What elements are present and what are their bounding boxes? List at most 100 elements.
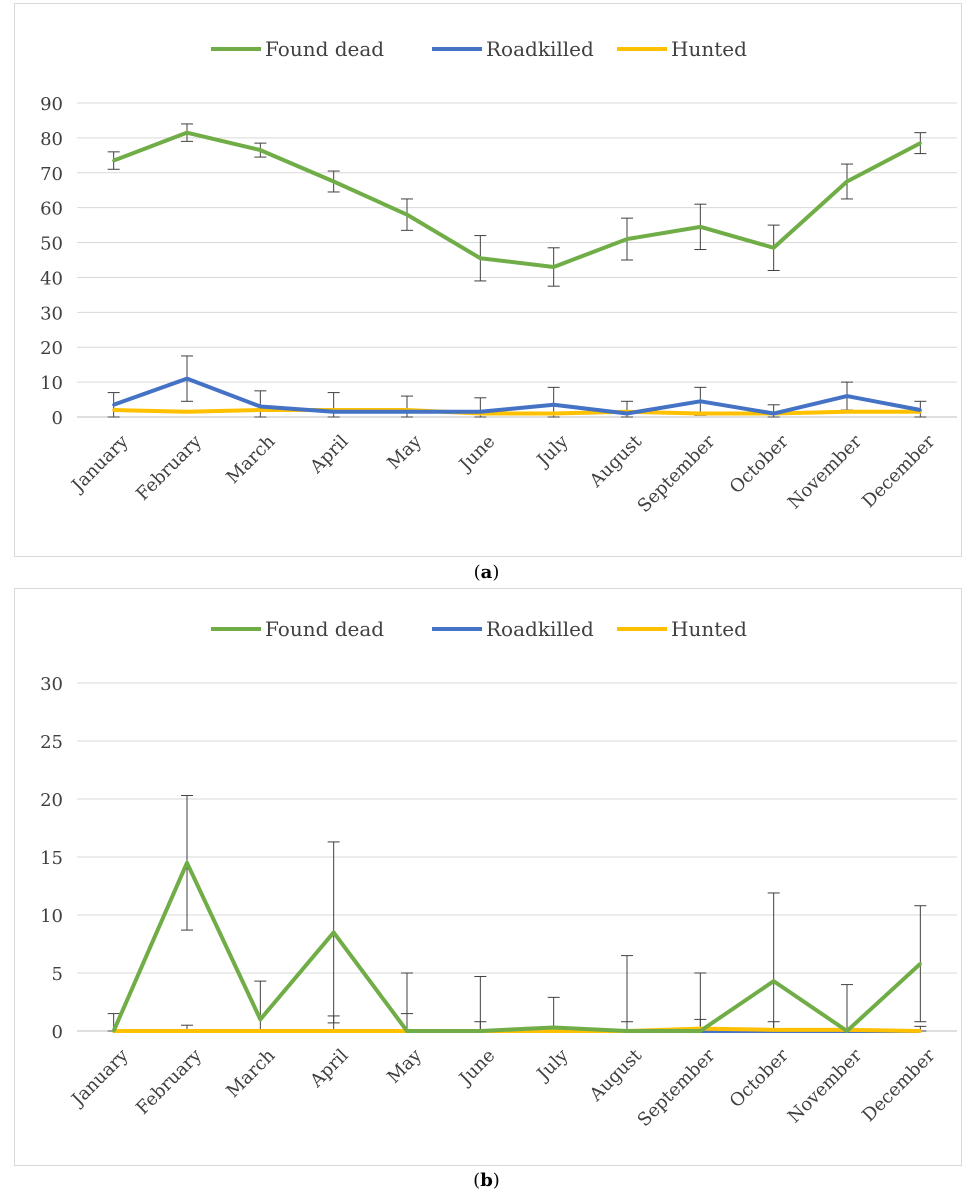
data-point-hunted-january — [112, 408, 116, 412]
series-line-found-dead — [112, 130, 922, 269]
data-point-found-dead-february — [185, 861, 189, 865]
data-point-hunted-november — [845, 410, 849, 414]
chart-panel-a: 0 10 20 30 40 50 60 70 80 90 January February March A… — [14, 3, 962, 557]
data-point-roadkilled-july — [552, 403, 556, 407]
y-tick-label: 25 — [40, 732, 63, 753]
legend-item-roadkilled: Roadkilled — [432, 37, 594, 61]
x-tick-label-may: May — [383, 431, 426, 474]
y-tick-label: 15 — [40, 848, 63, 869]
legend-item-roadkilled: Roadkilled — [432, 617, 594, 641]
error-bar-found-dead-november — [841, 984, 853, 1032]
data-point-hunted-march — [258, 1029, 262, 1033]
data-point-hunted-april — [332, 1029, 336, 1033]
legend-item-hunted: Hunted — [617, 617, 747, 641]
x-tick-label-june: June — [454, 431, 499, 476]
x-tick-label-february: February — [132, 431, 206, 505]
data-point-found-dead-september — [698, 1029, 702, 1033]
y-tick-label: 0 — [52, 1022, 63, 1043]
data-point-roadkilled-december — [918, 408, 922, 412]
y-tick-label: 0 — [52, 408, 63, 429]
data-point-found-dead-april — [332, 930, 336, 934]
legend-label-found-dead: Found dead — [265, 37, 384, 61]
y-tick-label: 70 — [40, 164, 63, 185]
x-tick-label-november: November — [784, 431, 866, 513]
y-tick-label: 20 — [40, 790, 63, 811]
chart-b-svg: 0 5 10 15 20 25 30 January February March April May… — [40, 617, 957, 1131]
y-tick-label: 90 — [40, 94, 63, 115]
error-bar-found-dead-august — [621, 955, 633, 1032]
data-point-hunted-july — [552, 1029, 556, 1033]
error-bar-roadkilled-may — [401, 395, 413, 418]
legend-item-found-dead: Found dead — [211, 617, 384, 641]
series-line-hunted — [113, 408, 921, 416]
x-tick-label-march: March — [222, 431, 279, 488]
y-tick-label: 5 — [52, 964, 63, 985]
data-point-found-dead-may — [405, 213, 409, 217]
x-tick-label-july: July — [532, 1045, 573, 1086]
data-point-hunted-march — [258, 408, 262, 412]
y-tick-label: 20 — [40, 338, 63, 359]
data-point-found-dead-january — [112, 159, 116, 163]
y-tick-label: 10 — [40, 373, 63, 394]
x-tick-label-september: September — [634, 431, 720, 517]
legend-label-found-dead: Found dead — [265, 617, 384, 641]
data-point-roadkilled-october — [772, 412, 776, 416]
y-tick-label: 50 — [40, 234, 63, 255]
x-tick-label-october: October — [726, 1045, 793, 1112]
x-tick-label-december: December — [858, 1045, 939, 1126]
data-point-hunted-september — [698, 412, 702, 416]
data-point-found-dead-march — [258, 1017, 262, 1021]
data-point-found-dead-october — [772, 979, 776, 983]
y-tick-label: 60 — [40, 199, 63, 220]
data-point-found-dead-november — [845, 1029, 849, 1033]
data-point-roadkilled-september — [698, 399, 702, 403]
series-line-found-dead — [111, 860, 922, 1033]
x-tick-label-november: November — [784, 1045, 866, 1127]
data-point-found-dead-october — [772, 246, 776, 250]
x-tick-label-april: April — [306, 1045, 353, 1092]
data-point-found-dead-june — [478, 1029, 482, 1033]
data-point-roadkilled-january — [112, 403, 116, 407]
data-point-roadkilled-august — [625, 412, 629, 416]
data-point-found-dead-september — [698, 225, 702, 229]
chart-a-svg: 0 10 20 30 40 50 60 70 80 90 January February March A… — [40, 37, 957, 517]
data-point-found-dead-december — [918, 962, 922, 966]
y-tick-label: 30 — [40, 674, 63, 695]
x-tick-label-february: February — [132, 1045, 206, 1119]
caption-b: (b) — [473, 1170, 500, 1191]
x-tick-label-april: April — [306, 431, 353, 478]
x-tick-label-july: July — [532, 431, 573, 472]
data-point-hunted-july — [552, 412, 556, 416]
chart-panel-b: 0 5 10 15 20 25 30 January February March April May… — [14, 588, 962, 1166]
data-point-roadkilled-may — [405, 410, 409, 414]
data-point-found-dead-august — [625, 237, 629, 241]
data-point-found-dead-august — [625, 1029, 629, 1033]
legend-label-roadkilled: Roadkilled — [486, 37, 594, 61]
x-tick-label-january: January — [66, 1045, 133, 1112]
legend-item-hunted: Hunted — [617, 37, 747, 61]
x-tick-label-august: August — [585, 1045, 646, 1106]
data-point-found-dead-december — [918, 141, 922, 145]
y-tick-label: 80 — [40, 129, 63, 150]
data-point-roadkilled-june — [478, 410, 482, 414]
caption-a: (a) — [473, 562, 500, 583]
legend-label-roadkilled: Roadkilled — [486, 617, 594, 641]
caption-a-label: a — [480, 562, 493, 583]
data-point-found-dead-january — [112, 1029, 116, 1033]
error-bar-hunted-april — [327, 1015, 340, 1032]
error-bar-roadkilled-march — [254, 390, 267, 418]
data-point-hunted-october — [772, 1028, 776, 1032]
data-point-found-dead-june — [478, 256, 482, 260]
error-bar-found-dead-october — [767, 892, 780, 1032]
data-point-hunted-december — [918, 1029, 922, 1033]
x-tick-label-december: December — [858, 431, 939, 512]
data-point-roadkilled-february — [185, 377, 189, 381]
data-point-roadkilled-march — [258, 405, 262, 409]
x-tick-label-august: August — [585, 431, 646, 492]
x-tick-label-june: June — [454, 1045, 499, 1090]
legend-label-hunted: Hunted — [671, 37, 747, 61]
y-tick-label: 30 — [40, 303, 63, 324]
x-tick-label-january: January — [66, 431, 133, 498]
x-tick-label-may: May — [383, 1045, 426, 1088]
y-tick-label: 10 — [40, 906, 63, 927]
